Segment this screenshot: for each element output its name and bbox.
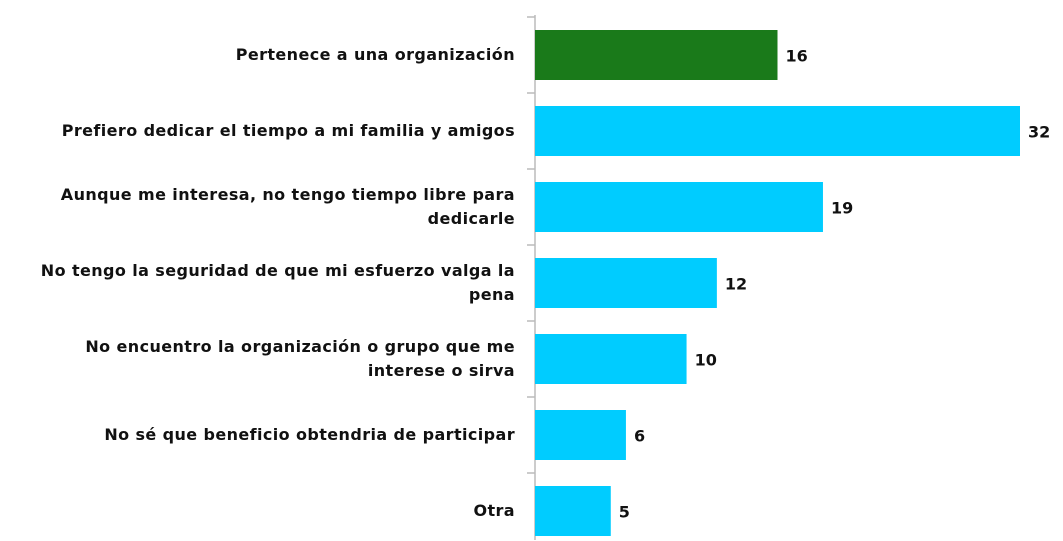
value-label: 19	[831, 199, 853, 218]
value-label: 32	[1028, 123, 1050, 142]
bar	[535, 182, 823, 232]
bar	[535, 486, 611, 536]
bar	[535, 410, 626, 460]
category-label: Prefiero dedicar el tiempo a mi familia …	[61, 121, 515, 140]
category-label: No encuentro la organización o grupo que…	[85, 337, 515, 380]
category-label: Pertenece a una organización	[235, 45, 515, 64]
value-label: 10	[695, 351, 717, 370]
value-label: 16	[786, 47, 808, 66]
bar	[535, 106, 1020, 156]
bar	[535, 258, 717, 308]
bar	[535, 334, 687, 384]
value-label: 5	[619, 503, 630, 522]
category-label: Otra	[473, 501, 515, 520]
category-label: No sé que beneficio obtendria de partici…	[104, 425, 515, 444]
value-label: 6	[634, 427, 645, 446]
value-label: 12	[725, 275, 747, 294]
bar	[535, 30, 778, 80]
category-label: No tengo la seguridad de que mi esfuerzo…	[40, 261, 515, 304]
category-label: Aunque me interesa, no tengo tiempo libr…	[60, 185, 515, 228]
